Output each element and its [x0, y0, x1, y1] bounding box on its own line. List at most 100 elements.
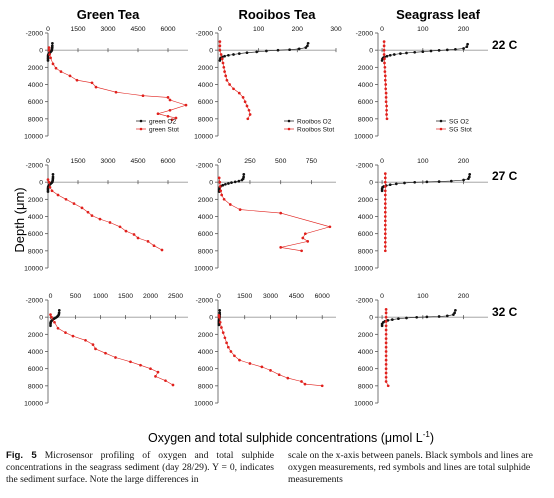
series-green-stot — [46, 178, 164, 252]
data-point — [388, 53, 392, 57]
data-point — [384, 337, 388, 340]
data-point — [384, 96, 388, 99]
x-tick-label: 0 — [217, 158, 221, 165]
data-point — [164, 379, 167, 383]
x-tick-label: 1500 — [70, 26, 85, 33]
series-line — [219, 41, 251, 119]
x-tick-label: 0 — [218, 26, 222, 33]
x-tick-label: 1500 — [70, 158, 85, 165]
x-tick-label: 0 — [217, 293, 221, 300]
x-tick-label: 6000 — [160, 158, 175, 165]
data-point — [64, 331, 67, 334]
data-point — [255, 50, 259, 54]
data-point — [237, 91, 241, 95]
data-point — [413, 50, 417, 54]
data-point — [48, 53, 51, 56]
data-point — [149, 367, 152, 371]
data-point — [382, 48, 386, 52]
data-point — [221, 61, 225, 65]
data-point — [72, 202, 76, 205]
data-point — [405, 51, 408, 55]
figure-canvas: Green Tea Rooibos Tea Seagrass leaf Dept… — [12, 7, 518, 445]
y-tick-label: 4000 — [28, 349, 43, 356]
data-point — [415, 315, 419, 319]
data-point — [94, 347, 97, 351]
series-green-o2 — [46, 173, 55, 193]
data-point — [384, 375, 388, 379]
data-point — [279, 211, 283, 215]
x-tick-label: 2500 — [168, 293, 183, 300]
data-point — [47, 180, 51, 184]
data-point — [238, 358, 241, 362]
data-point — [166, 96, 170, 99]
data-point — [223, 54, 226, 58]
data-point — [124, 229, 128, 233]
data-point — [384, 341, 388, 345]
data-point — [228, 203, 232, 206]
data-point — [223, 336, 227, 340]
y-tick-label: 2000 — [358, 65, 373, 72]
x-tick-label: 100 — [253, 26, 265, 33]
y-tick-label: 2000 — [358, 332, 373, 339]
data-point — [384, 324, 388, 328]
data-point — [301, 236, 305, 240]
data-point — [437, 315, 441, 318]
data-point — [224, 182, 227, 186]
data-point — [405, 316, 408, 320]
legend-label: SG Stot — [449, 126, 472, 133]
data-point — [90, 81, 94, 85]
data-point — [184, 103, 188, 107]
y-tick-label: 4000 — [198, 349, 213, 356]
data-point — [228, 83, 231, 86]
data-point — [383, 65, 387, 69]
data-point — [385, 108, 388, 112]
data-point — [168, 108, 172, 112]
data-point — [384, 311, 388, 315]
data-point — [218, 59, 222, 62]
y-tick-label: 8000 — [198, 383, 213, 390]
y-tick-label: 10000 — [24, 401, 43, 408]
data-point — [383, 232, 387, 236]
data-point — [399, 52, 402, 55]
series-line — [47, 179, 163, 251]
y-tick-label: 6000 — [28, 366, 43, 373]
data-point — [382, 40, 386, 43]
data-point — [269, 369, 272, 372]
y-tick-label: 8000 — [198, 116, 213, 123]
data-point — [306, 44, 309, 48]
x-axis-label-main: Oxygen and total sulphide concentrations… — [148, 431, 423, 445]
y-tick-label: 10000 — [194, 134, 213, 141]
data-point — [146, 240, 150, 243]
caption-left: Fig. 5 Microsensor profiling of oxygen a… — [6, 450, 274, 487]
data-point — [219, 53, 223, 56]
series-sg-stot — [384, 308, 390, 388]
y-tick-label: 2000 — [28, 197, 43, 204]
data-point — [71, 334, 75, 338]
legend-swatch-marker — [139, 127, 143, 131]
data-point — [232, 53, 235, 56]
data-point — [380, 189, 384, 193]
x-axis-label-end: ) — [430, 431, 434, 445]
y-tick-label: 4000 — [198, 82, 213, 89]
data-point — [238, 208, 242, 211]
data-point — [384, 320, 388, 323]
data-point — [384, 328, 388, 332]
x-tick-label: 500 — [275, 158, 287, 165]
y-tick-label: -2000 — [356, 163, 374, 170]
data-point — [218, 308, 222, 312]
y-tick-label: 6000 — [28, 231, 43, 238]
data-point — [241, 96, 245, 99]
data-point — [380, 59, 384, 62]
data-point — [384, 87, 388, 91]
x-tick-label: 4500 — [130, 158, 145, 165]
data-point — [383, 228, 387, 231]
data-point — [388, 183, 392, 187]
x-tick-label: 4500 — [289, 293, 304, 300]
data-point — [386, 384, 390, 388]
data-point — [237, 179, 241, 183]
data-point — [225, 78, 229, 82]
data-point — [466, 42, 469, 46]
x-axis-label: Oxygen and total sulphide concentrations… — [148, 430, 434, 445]
